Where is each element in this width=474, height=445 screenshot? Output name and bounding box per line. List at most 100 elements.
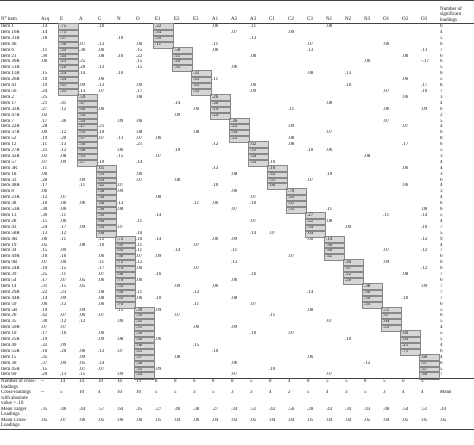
loading-cell: .06 — [212, 283, 219, 289]
loading-cell: .09 — [60, 295, 67, 301]
item-label: Item 26R — [1, 77, 20, 83]
loading-cell: .09 — [117, 118, 124, 124]
item-row: Item 21 .30 .44 .08 .10 .22 .41 .08 .08 6 — [0, 52, 474, 61]
column-header: C — [97, 0, 116, 24]
item-row: Item 26R .10 .54 .06 .43.11 .06 5 — [0, 76, 474, 85]
summary-cell: .06 — [192, 417, 211, 430]
item-label: Item 19 — [1, 242, 17, 248]
item-row: Item 34.15.09.63.11.14.11.46.07.12 7 — [0, 247, 474, 256]
loading-cell: .30 — [41, 53, 48, 59]
item-row: Item 29R .22.23.08.50.11.12.14.50 7 — [0, 288, 474, 297]
loading-cell: .24 — [41, 88, 48, 94]
column-header: Acq — [40, 0, 59, 24]
loading-cell: 6 — [440, 177, 443, 183]
loading-cell: .63 — [115, 247, 136, 256]
table-footer: Number of cross-loadings -- 14 14 10 16 15 8 8 6 8… — [0, 378, 474, 430]
loading-cell: 4 — [440, 29, 443, 35]
item-label: Item 49R — [1, 254, 20, 260]
loading-cell: .08 — [79, 242, 86, 248]
loading-cell: .06 — [307, 236, 314, 242]
loading-cell: .08 — [364, 153, 371, 159]
summary-cell: 10 — [117, 390, 122, 396]
loading-cell: .38 — [96, 206, 117, 214]
loading-cell: .27 — [77, 123, 98, 132]
loading-cell: .11 — [60, 272, 67, 278]
loading-cell: .41 — [172, 52, 193, 61]
summary-cell: .04 — [268, 417, 287, 430]
loading-cell: .10 — [155, 295, 162, 301]
loading-cell: .06 — [212, 24, 219, 29]
item-row: Item 9R .07 .06 .11 .72.12 .13 .46 .09 6 — [0, 259, 474, 268]
loading-cell: .07 — [174, 313, 181, 319]
loading-cell: 2 — [440, 112, 443, 118]
loading-cell: .09 — [383, 260, 390, 266]
loading-cell: .06 — [60, 218, 67, 224]
loading-cell: .07 — [307, 41, 314, 47]
loading-cell: 7 — [440, 295, 443, 301]
summary-cell: 3 — [383, 390, 386, 396]
loading-cell: .08 — [402, 53, 409, 59]
item-row: Item 58R .13 .12 .66 .10 .14 .07 .09 5 — [0, 229, 474, 238]
loading-cell: .34 — [362, 300, 383, 309]
loading-cell: .08 — [307, 307, 314, 313]
item-label: Item 32R — [1, 106, 20, 112]
item-row: Item 1 .14 .75 .10 .22 .06 .11 .08 6 — [0, 22, 474, 31]
loading-cell: .60 — [400, 330, 421, 339]
loading-cell: .43 — [267, 170, 288, 179]
loading-cell: .38 — [96, 188, 117, 197]
loading-cell: .39 — [58, 46, 79, 55]
loading-cell: .13 — [345, 71, 352, 77]
item-label: Item 40 — [1, 342, 17, 348]
item-row: Item 11R .15 .24.14 .16 .32 .08 .13 6 — [0, 70, 474, 79]
loading-cell: .46 — [343, 259, 364, 268]
loading-cell: .07 — [383, 248, 390, 254]
loading-cell: .13 — [60, 142, 67, 148]
loading-cell: .06 — [41, 236, 48, 242]
item-row: Item 39 .25 .11 .07 .68 .16 .16 .22 .08 7 — [0, 271, 474, 279]
loading-cell: .39 — [77, 117, 98, 126]
loading-cell: .12 — [193, 289, 200, 295]
column-header: A — [78, 0, 97, 24]
item-row: Item 40 .32 .09 .68 .15 .21 4 — [0, 341, 474, 350]
item-row: Item 22R .28 .27.21 .25 .09 .07 4 — [0, 123, 474, 132]
item-label: Item 44R — [1, 295, 20, 301]
item-row: Item 14 .31 .15 .05 .55 .09 .06 .38 .09 7 — [0, 282, 474, 291]
loading-cell: .48 — [77, 147, 98, 155]
item-row: Item 18 .08 .55 .06 .08 .43 .10 3 — [0, 170, 474, 179]
loading-cell: .25 — [229, 123, 250, 132]
column-header: O — [135, 0, 154, 24]
loading-cell: .07 — [193, 242, 200, 248]
loading-cell: .09 — [60, 159, 67, 165]
loading-cell: .07 — [117, 224, 124, 230]
loading-cell: .11 — [212, 41, 219, 47]
loading-cell: .10 — [212, 348, 219, 354]
loading-cell: .17 — [402, 142, 409, 148]
loading-cell: .43 — [191, 76, 212, 85]
loading-cell: .08 — [421, 207, 428, 213]
loading-cell: .11 — [136, 218, 143, 224]
summary-cell: .05 — [40, 417, 59, 430]
loading-cell: .11 — [326, 207, 333, 213]
item-row: Item 32R .27.12.46.06.06.14.11.06.09 6 — [0, 105, 474, 114]
loading-cell: .14 — [136, 159, 143, 165]
summary-cell: 5 — [155, 390, 158, 396]
loading-cell: .06 — [79, 201, 86, 207]
loading-cell: .07 — [288, 331, 295, 337]
loading-cell: .08 — [288, 136, 295, 142]
loading-cell: .41 — [134, 347, 155, 356]
loading-cell: .07 — [402, 124, 409, 130]
item-row: Item 52.19.20.37.07.13.07.06.25.08 8 — [0, 135, 474, 144]
item-label: Item 25R — [1, 337, 20, 343]
item-row: Item 46.56.07.13.06.11.11.07.06 6 — [0, 40, 474, 49]
summary-cell: Mean — [440, 390, 452, 396]
item-label: Item 51R — [1, 65, 20, 71]
item-row: Item 51R .20.20 .13 .15 .33 .06 5 — [0, 64, 474, 73]
loading-cell: 4 — [440, 325, 443, 331]
item-row: Item 53R .30.06.38.08.07.53.11.08 6 — [0, 206, 474, 214]
loading-cell: .50 — [362, 288, 383, 297]
summary-cell: .64 — [117, 406, 124, 412]
loading-cell: .35 — [41, 354, 48, 360]
loading-cell: .22 — [305, 217, 326, 226]
loading-cell: .20 — [343, 276, 364, 285]
loading-cell: .70 — [286, 188, 307, 197]
